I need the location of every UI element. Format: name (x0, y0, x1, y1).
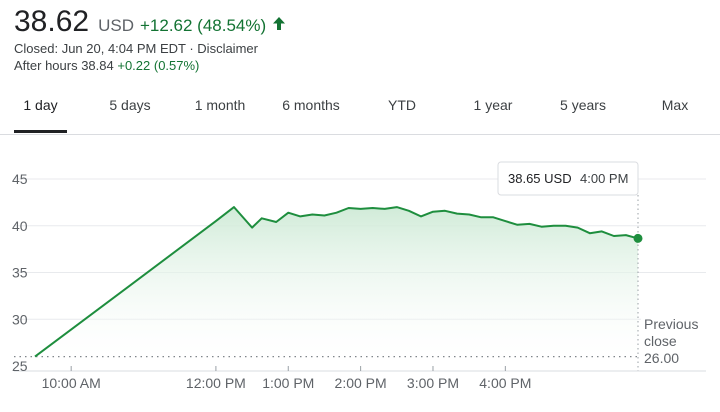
y-axis-labels: 45 40 35 30 25 (12, 171, 28, 374)
tooltip-box (497, 161, 639, 196)
y-tick-label: 25 (12, 358, 28, 374)
x-tick-label: 10:00 AM (42, 375, 101, 391)
tooltip: 38.65 USD 4:00 PM (497, 161, 639, 196)
after-hours-label: After hours 38.84 (14, 58, 114, 73)
after-hours-change: +0.22 (0.57%) (117, 58, 200, 73)
price-row: 38.62 USD +12.62 (48.54%) (14, 4, 286, 40)
tooltip-time: 4:00 PM (580, 171, 628, 186)
tab-ytd[interactable]: YTD (388, 97, 416, 113)
price-chart[interactable]: 45 40 35 30 25 10:00 AM 12:00 PM 1:00 PM 2:00 P… (0, 150, 720, 412)
y-tick-label: 30 (12, 311, 28, 327)
x-tick-label: 12:00 PM (186, 375, 246, 391)
previous-close-value: 26.00 (644, 350, 679, 366)
y-tick-label: 35 (12, 265, 28, 281)
arrow-up-icon (273, 16, 286, 30)
tab-1-month[interactable]: 1 month (194, 97, 246, 113)
tooltip-value: 38.65 USD (508, 171, 572, 186)
previous-close-label-line1: Previous (644, 316, 698, 332)
tab-max[interactable]: Max (661, 97, 689, 113)
previous-close-label-line2: close (644, 333, 677, 349)
price-marker (633, 233, 643, 243)
previous-close-label: Previous close 26.00 (641, 312, 707, 368)
x-tick-label: 2:00 PM (335, 375, 387, 391)
tab-1-day[interactable]: 1 day (14, 86, 67, 133)
price-area-fill (35, 207, 638, 357)
time-range-tabs: 1 day 5 days 1 month 6 months YTD 1 year… (0, 86, 720, 135)
currency-label: USD (98, 16, 134, 35)
price-line (34, 206, 639, 358)
x-tick-label: 4:00 PM (479, 375, 531, 391)
x-tick-label: 3:00 PM (407, 375, 459, 391)
price-change: +12.62 (48.54%) (139, 16, 267, 35)
tab-1-year[interactable]: 1 year (473, 97, 513, 113)
x-tick-label: 1:00 PM (262, 375, 314, 391)
x-axis-labels: 10:00 AM 12:00 PM 1:00 PM 2:00 PM 3:00 PM 4:0… (42, 366, 531, 391)
tab-6-months[interactable]: 6 months (282, 97, 340, 113)
y-tick-label: 40 (12, 218, 28, 234)
tab-5-days[interactable]: 5 days (109, 97, 151, 113)
previous-close-backdrop (641, 312, 707, 368)
closed-line: Closed: Jun 20, 4:04 PM EDT · Disclaimer (14, 41, 258, 56)
y-tick-label: 45 (12, 171, 28, 187)
quote-header: 38.62 USD +12.62 (48.54%) Closed: Jun 20… (14, 4, 286, 74)
current-price: 38.62 (14, 5, 90, 38)
after-hours-line: After hours 38.84 +0.22 (0.57%) (14, 57, 286, 74)
tab-5-years[interactable]: 5 years (560, 97, 606, 113)
